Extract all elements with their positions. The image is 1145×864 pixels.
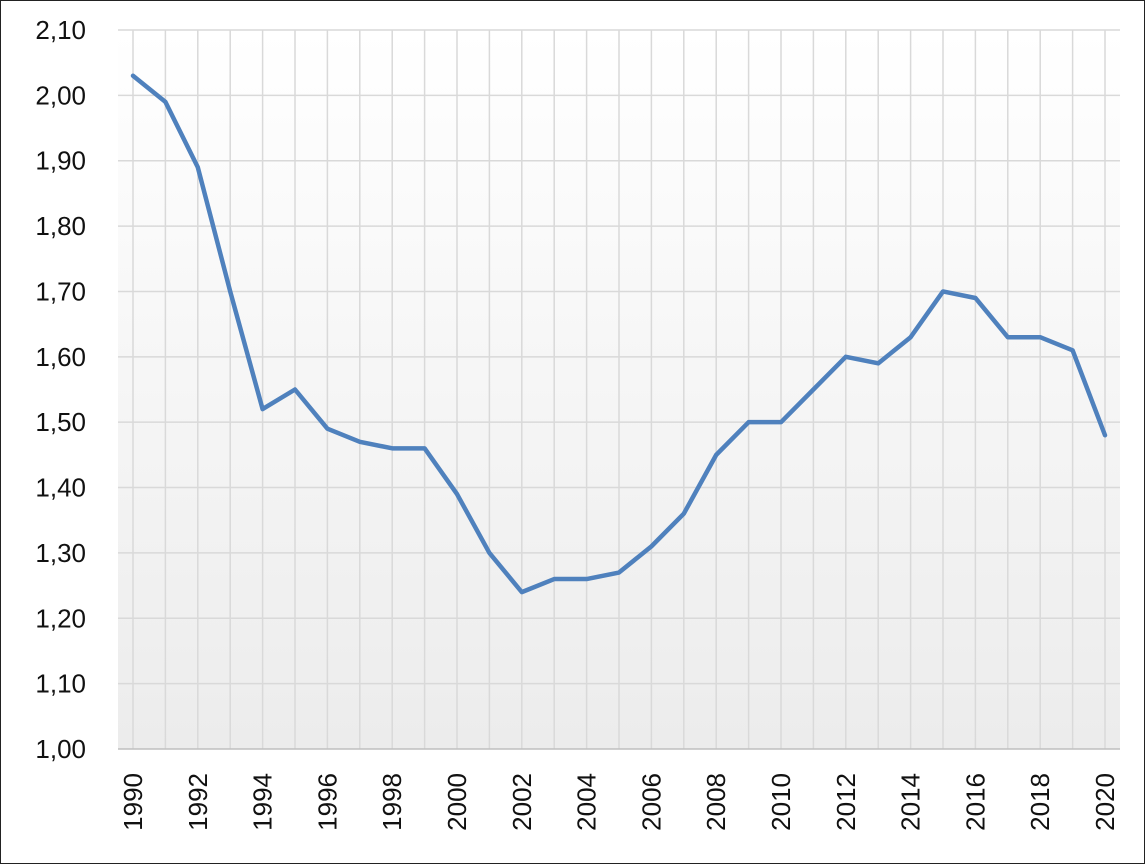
x-tick-label: 1992 [183,773,213,831]
x-tick-label: 2002 [507,773,537,831]
y-tick-label: 1,10 [35,669,86,699]
x-tick-label: 2014 [896,773,926,831]
x-tick-label: 1996 [312,773,342,831]
y-axis-tick-labels: 1,00 1,10 1,20 1,30 1,40 1,50 1,60 1,70 1,80 1,90… [35,15,86,764]
y-tick-label: 1,50 [35,407,86,437]
x-tick-label: 2020 [1090,773,1120,831]
y-tick-label: 1,30 [35,538,86,568]
y-tick-label: 1,00 [35,734,86,764]
y-tick-label: 1,90 [35,146,86,176]
y-tick-label: 1,60 [35,342,86,372]
series-layer [130,73,1108,595]
x-tick-label: 2008 [701,773,731,831]
x-tick-label: 2000 [442,773,472,831]
x-tick-label: 1998 [377,773,407,831]
x-tick-label: 2012 [831,773,861,831]
y-tick-label: 1,70 [35,276,86,306]
x-tick-label: 2018 [1025,773,1055,831]
x-tick-label: 2006 [636,773,666,831]
x-tick-label: 2010 [766,773,796,831]
y-tick-label: 1,80 [35,211,86,241]
y-tick-label: 1,20 [35,603,86,633]
x-tick-label: 2004 [572,773,602,831]
x-tick-label: 1994 [248,773,278,831]
y-tick-label: 1,40 [35,473,86,503]
x-tick-label: 2016 [960,773,990,831]
y-tick-label: 2,10 [35,15,86,45]
y-tick-label: 2,00 [35,80,86,110]
x-tick-label: 1990 [118,773,148,831]
x-axis-tick-labels: 1990 1992 1994 1996 1998 2000 2002 2004 2006 2008… [118,773,1120,831]
